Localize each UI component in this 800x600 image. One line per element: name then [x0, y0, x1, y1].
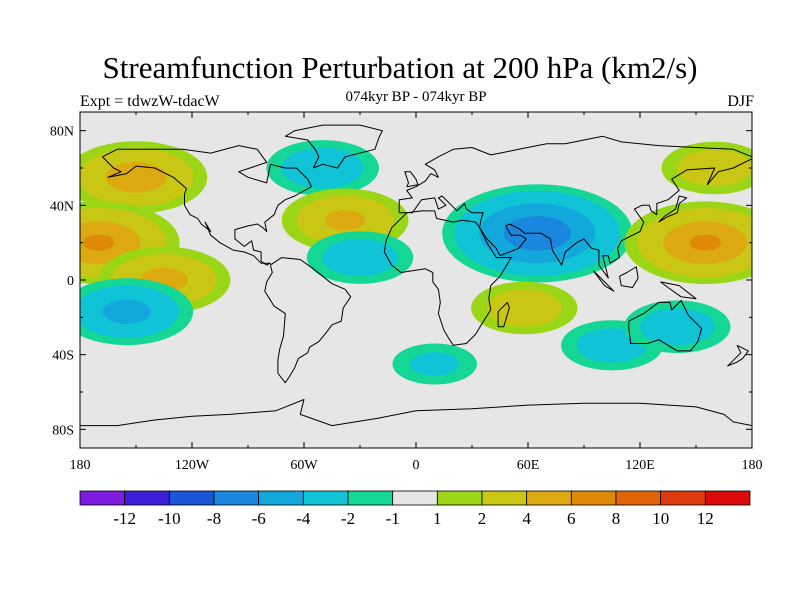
contour-fill — [689, 234, 721, 251]
x-tick-label: 120E — [625, 458, 655, 473]
coastlines — [80, 124, 752, 427]
coastline-path — [497, 301, 510, 328]
coastline-path — [383, 210, 512, 346]
x-tick-label: 180 — [742, 458, 763, 473]
x-tick-label: 120W — [175, 458, 210, 473]
contour-fill-layer — [80, 140, 752, 385]
x-tick-label: 0 — [413, 458, 420, 473]
coastline-path — [619, 266, 639, 288]
colorbar-swatch — [615, 490, 662, 506]
coastline-path — [404, 171, 419, 188]
colorbar-label: -12 — [113, 509, 136, 528]
coastline-path — [660, 281, 697, 300]
coastline-path — [264, 257, 352, 384]
colorbar-label: -1 — [386, 509, 400, 528]
colorbar-label: 10 — [652, 509, 669, 528]
y-tick-label: 80N — [50, 125, 74, 140]
colorbar-label: 4 — [522, 509, 531, 528]
colorbar-swatch — [660, 490, 706, 506]
colorbar: -12 -10 -8 -6 -4 -2 -1 1 2 4 6 8 10 12 — [79, 490, 751, 528]
colorbar-label: -4 — [296, 509, 311, 528]
colorbar-label: -2 — [341, 509, 355, 528]
x-tick-label: 60W — [290, 458, 318, 473]
y-tick-label: 80S — [52, 423, 74, 438]
season-label: DJF — [727, 93, 754, 110]
colorbar-swatch — [570, 490, 617, 506]
axes: 180 120W 60W 0 60E 120E 180 80N 40N 0 40S 80S — [50, 112, 763, 473]
contour-fill — [322, 239, 398, 277]
contour-fill — [102, 299, 151, 324]
colorbar-label: 8 — [612, 509, 621, 528]
coastline-path — [727, 344, 749, 367]
colorbar-swatch — [481, 490, 528, 506]
coastline-path — [628, 300, 703, 352]
y-tick-label: 0 — [67, 274, 74, 289]
chart-subtitle: 074kyr BP - 074kyr BP — [345, 89, 487, 105]
colorbar-swatch — [124, 490, 170, 506]
colorbar-swatch — [392, 490, 438, 506]
coastline-path — [284, 124, 383, 169]
coastline-path — [398, 135, 752, 279]
x-tick-label: 180 — [70, 458, 91, 473]
colorbar-label: 1 — [433, 509, 442, 528]
coastline-path — [592, 270, 615, 292]
y-tick-label: 40S — [52, 349, 74, 364]
colorbar-swatch — [704, 490, 751, 506]
colorbar-label: 12 — [697, 509, 714, 528]
colorbar-swatch — [258, 490, 304, 506]
chart-title: Streamfunction Perturbation at 200 hPa (… — [102, 50, 698, 85]
contour-fill — [83, 234, 115, 251]
contour-fill — [410, 352, 460, 376]
colorbar-swatch — [168, 490, 215, 506]
colorbar-swatch — [302, 490, 349, 506]
contour-fill — [281, 147, 364, 189]
colorbar-label: -8 — [207, 509, 221, 528]
colorbar-swatch — [526, 490, 572, 506]
colorbar-label: 6 — [567, 509, 576, 528]
contour-fill — [486, 289, 562, 327]
coastline-path — [80, 399, 752, 427]
contour-fill — [324, 210, 366, 231]
experiment-label: Expt = tdwzW-tdacW — [80, 93, 220, 110]
coastline-path — [102, 145, 312, 266]
colorbar-swatch — [436, 490, 483, 506]
colorbar-label: -10 — [158, 509, 181, 528]
colorbar-label: -6 — [252, 509, 266, 528]
colorbar-swatch — [79, 490, 126, 506]
colorbar-swatch — [347, 490, 394, 506]
contour-fill — [639, 308, 715, 346]
contour-fill — [105, 162, 167, 193]
colorbar-swatch — [213, 490, 260, 506]
coastline-path — [658, 195, 688, 223]
y-tick-label: 40N — [50, 199, 74, 214]
x-tick-label: 60E — [517, 458, 540, 473]
colorbar-label: 2 — [478, 509, 487, 528]
